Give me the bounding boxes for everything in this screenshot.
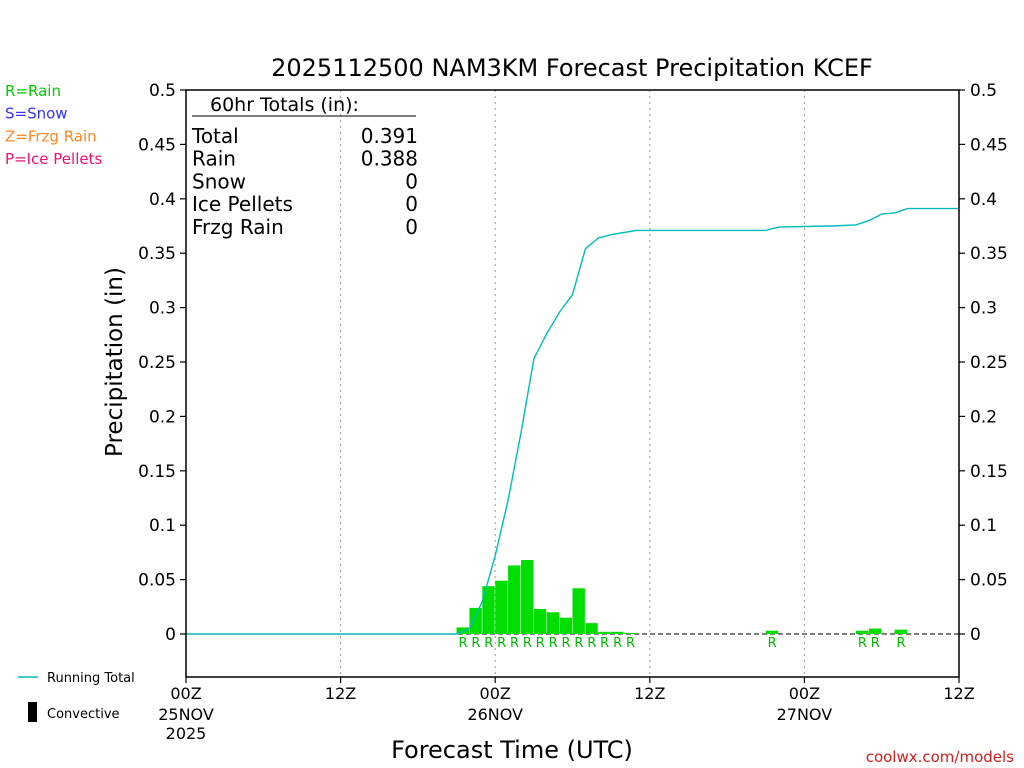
precip-type-label: R [523, 636, 532, 651]
y-tick-label-right: 0.35 [970, 244, 1008, 264]
precip-type-label: R [497, 636, 506, 651]
precip-type-label: R [536, 636, 545, 651]
y-tick-label-left: 0.3 [149, 299, 176, 319]
precip-type-label: R [897, 636, 906, 651]
y-tick-label-right: 0 [970, 625, 981, 645]
chart-title: 2025112500 NAM3KM Forecast Precipitation… [271, 54, 873, 82]
x-axis-label: Forecast Time (UTC) [391, 736, 633, 764]
y-tick-label-left: 0.5 [149, 81, 176, 101]
precip-bar [508, 565, 521, 634]
y-tick-label-left: 0.2 [149, 407, 176, 427]
precip-type-label: R [858, 636, 867, 651]
x-tick-label: 12Z [325, 684, 356, 703]
y-tick-label-left: 0 [165, 625, 176, 645]
precip-bar [894, 629, 907, 634]
x-tick-label: 00Z [480, 684, 511, 703]
precip-type-label: R [471, 636, 480, 651]
totals-row-label: Total [191, 124, 239, 148]
totals-row-label: Ice Pellets [192, 192, 293, 216]
precip-bar [624, 632, 637, 634]
precip-type-label: R [871, 636, 880, 651]
precip-bar [559, 617, 572, 634]
precip-type-label: R [574, 636, 583, 651]
y-tick-label-left: 0.15 [138, 462, 176, 482]
running-total-legend-label: Running Total [47, 671, 135, 686]
y-tick-label-left: 0.1 [149, 516, 176, 536]
x-tick-year-label: 2025 [166, 724, 207, 743]
precip-bar [598, 631, 611, 634]
precip-type-label: R [613, 636, 622, 651]
totals-row-value: 0 [405, 215, 418, 239]
x-tick-label: 00Z [170, 684, 201, 703]
x-tick-label: 12Z [634, 684, 665, 703]
y-tick-label-right: 0.15 [970, 462, 1008, 482]
type-legend-entry: P=Ice Pellets [5, 150, 102, 168]
y-tick-label-right: 0.3 [970, 299, 997, 319]
x-tick-date-label: 27NOV [777, 705, 833, 724]
x-tick-date-label: 26NOV [467, 705, 523, 724]
precip-bar [611, 631, 624, 634]
running-total-line [186, 207, 959, 635]
totals-row-value: 0.391 [361, 124, 418, 148]
precip-bar [572, 588, 585, 634]
precip-bar [469, 607, 482, 634]
convective-legend-swatch [28, 702, 37, 722]
precip-bar [868, 628, 882, 634]
precip-bar [765, 630, 779, 634]
totals-row-value: 0 [405, 169, 418, 193]
precip-type-label: R [549, 636, 558, 651]
precip-bar [546, 612, 560, 634]
totals-header: 60hr Totals (in): [210, 94, 359, 116]
precip-bar [495, 580, 508, 634]
y-tick-label-right: 0.4 [970, 190, 997, 210]
precip-bar [533, 608, 547, 634]
y-tick-label-right: 0.25 [970, 353, 1008, 373]
x-tick-label: 00Z [789, 684, 820, 703]
precip-type-label: R [562, 636, 571, 651]
type-legend-entry: S=Snow [5, 105, 68, 123]
credit-text[interactable]: coolwx.com/models [866, 748, 1014, 766]
y-tick-label-left: 0.05 [138, 571, 176, 591]
precip-bar [520, 560, 534, 634]
type-legend-entry: Z=Frzg Rain [5, 127, 97, 145]
x-tick-label: 12Z [943, 684, 974, 703]
y-tick-label-left: 0.25 [138, 353, 176, 373]
convective-legend-label: Convective [47, 707, 120, 722]
precip-bar [482, 586, 495, 634]
precip-bar [855, 630, 869, 634]
precip-type-label: R [768, 636, 777, 651]
totals-row-value: 0 [405, 192, 418, 216]
y-tick-label-right: 0.05 [970, 571, 1008, 591]
y-tick-label-left: 0.45 [138, 135, 176, 155]
totals-row-value: 0.388 [361, 147, 418, 171]
precip-type-label: R [510, 636, 519, 651]
totals-row-label: Frzg Rain [192, 215, 284, 239]
totals-box: 60hr Totals (in): Total 0.391 Rain 0.388 Sno… [191, 94, 418, 239]
precip-type-label: R [458, 636, 467, 651]
plot-frame [185, 89, 960, 678]
y-tick-label-right: 0.2 [970, 407, 997, 427]
x-tick-date-label: 25NOV [158, 705, 214, 724]
totals-row-label: Snow [192, 169, 246, 193]
y-tick-label-left: 0.35 [138, 244, 176, 264]
type-legend-entry: R=Rain [5, 82, 61, 100]
precip-type-label: R [600, 636, 609, 651]
y-axis-label: Precipitation (in) [102, 267, 128, 457]
y-tick-label-left: 0.4 [149, 190, 176, 210]
y-tick-label-right: 0.1 [970, 516, 997, 536]
y-tick-label-right: 0.45 [970, 135, 1008, 155]
precip-type-label: R [626, 636, 635, 651]
precip-bar [585, 623, 598, 634]
precip-type-label: R [484, 636, 493, 651]
totals-row-label: Rain [192, 147, 236, 171]
y-tick-label-right: 0.5 [970, 81, 997, 101]
precip-type-label: R [587, 636, 596, 651]
